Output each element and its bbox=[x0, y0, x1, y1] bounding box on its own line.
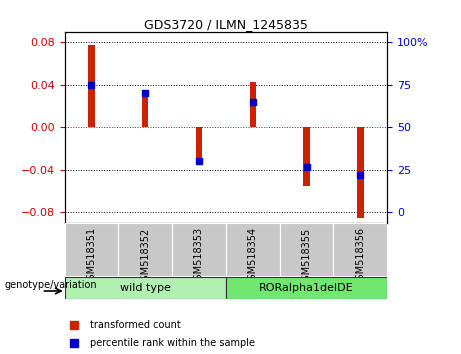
Bar bbox=[280, 223, 333, 276]
Bar bbox=[118, 223, 172, 276]
Bar bbox=[196, 127, 202, 165]
Bar bbox=[303, 127, 310, 186]
Bar bbox=[249, 82, 256, 127]
Bar bbox=[357, 127, 364, 218]
Text: GSM518351: GSM518351 bbox=[86, 227, 96, 286]
Text: GSM518354: GSM518354 bbox=[248, 227, 258, 286]
Bar bbox=[142, 96, 148, 127]
Text: genotype/variation: genotype/variation bbox=[5, 280, 97, 290]
Bar bbox=[65, 276, 226, 299]
Bar bbox=[333, 223, 387, 276]
Text: GSM518353: GSM518353 bbox=[194, 227, 204, 286]
Text: GSM518355: GSM518355 bbox=[301, 227, 312, 286]
Text: GSM518356: GSM518356 bbox=[355, 227, 366, 286]
Text: RORalpha1delDE: RORalpha1delDE bbox=[259, 282, 354, 293]
Title: GDS3720 / ILMN_1245835: GDS3720 / ILMN_1245835 bbox=[144, 18, 308, 31]
Text: GSM518352: GSM518352 bbox=[140, 227, 150, 286]
Bar bbox=[226, 276, 387, 299]
Bar bbox=[226, 223, 280, 276]
Text: wild type: wild type bbox=[120, 282, 171, 293]
Text: percentile rank within the sample: percentile rank within the sample bbox=[90, 338, 255, 348]
Bar bbox=[172, 223, 226, 276]
Text: transformed count: transformed count bbox=[90, 320, 181, 330]
Bar bbox=[88, 45, 95, 127]
Bar bbox=[65, 223, 118, 276]
